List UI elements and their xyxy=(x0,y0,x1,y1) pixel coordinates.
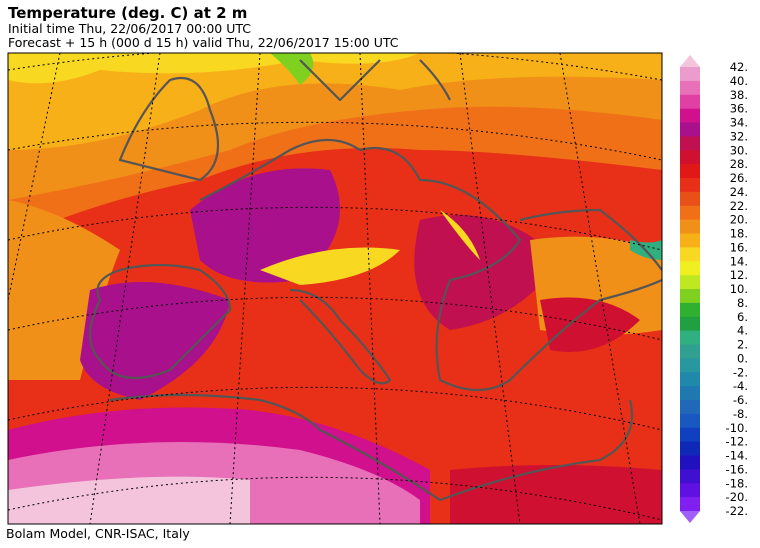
colorbar-swatch xyxy=(680,191,700,207)
colorbar-label: 16. xyxy=(730,240,748,254)
colorbar-arrow xyxy=(680,511,700,523)
colorbar-swatch xyxy=(680,136,700,151)
colorbar-swatch xyxy=(680,455,700,470)
colorbar-swatch xyxy=(680,289,700,304)
colorbar-label: -16. xyxy=(726,462,748,476)
colorbar-label: -6. xyxy=(733,393,748,407)
colorbar-label: 6. xyxy=(737,310,748,324)
colorbar-swatch xyxy=(680,302,700,318)
colorbar-swatch xyxy=(680,247,700,262)
colorbar-label: -10. xyxy=(726,421,748,435)
colorbar-swatch xyxy=(680,483,700,498)
colorbar-label: 34. xyxy=(730,116,748,130)
colorbar-label: 20. xyxy=(730,213,748,227)
colorbar-label: 18. xyxy=(730,227,748,241)
colorbar-swatch xyxy=(680,94,700,110)
colorbar-label: 42. xyxy=(730,60,748,74)
colorbar-swatch xyxy=(680,67,700,82)
colorbar-label: -14. xyxy=(726,449,748,463)
colorbar-label: 2. xyxy=(737,338,748,352)
colorbar-label: -8. xyxy=(733,407,748,421)
colorbar-label: 24. xyxy=(730,185,748,199)
colorbar-swatch xyxy=(680,469,700,484)
colorbar-swatch xyxy=(680,441,700,456)
colorbar-label: 12. xyxy=(730,268,748,282)
colorbar-swatch xyxy=(680,164,700,179)
colorbar-label: 4. xyxy=(737,324,748,338)
colorbar-swatch xyxy=(680,386,700,401)
title: Temperature (deg. C) at 2 m xyxy=(8,4,247,22)
colorbar-label: 14. xyxy=(730,254,748,268)
colorbar-label: 10. xyxy=(730,282,748,296)
colorbar: 42.40.38.36.34.32.30.28.26.24.22.20.18.1… xyxy=(680,55,748,523)
colorbar-label: -20. xyxy=(726,490,748,504)
colorbar-label: 32. xyxy=(730,129,748,143)
colorbar-swatch xyxy=(680,261,700,276)
colorbar-label: 40. xyxy=(730,74,748,88)
colorbar-label: -18. xyxy=(726,476,748,490)
colorbar-swatch xyxy=(680,178,700,193)
colorbar-swatch xyxy=(680,80,700,96)
colorbar-swatch xyxy=(680,316,700,332)
colorbar-arrow xyxy=(680,55,700,67)
colorbar-label: 0. xyxy=(737,351,748,365)
colorbar-label: 38. xyxy=(730,88,748,102)
colorbar-swatch xyxy=(680,400,700,415)
colorbar-swatch xyxy=(680,150,700,165)
colorbar-label: 36. xyxy=(730,102,748,116)
colorbar-swatch xyxy=(680,330,700,345)
colorbar-label: -22. xyxy=(726,504,748,518)
colorbar-swatch xyxy=(680,122,700,137)
colorbar-swatch xyxy=(680,427,700,443)
colorbar-swatch xyxy=(680,275,700,290)
colorbar-swatch xyxy=(680,108,700,123)
colorbar-swatch xyxy=(680,358,700,373)
colorbar-label: 22. xyxy=(730,199,748,213)
colorbar-swatch xyxy=(680,205,700,221)
initial-time: Initial time Thu, 22/06/2017 00:00 UTC xyxy=(8,21,251,36)
colorbar-swatch xyxy=(680,372,700,387)
colorbar-swatch xyxy=(680,497,700,512)
colorbar-label: 8. xyxy=(737,296,748,310)
colorbar-label: 28. xyxy=(730,157,748,171)
colorbar-label: 30. xyxy=(730,143,748,157)
colorbar-swatch xyxy=(680,219,700,234)
colorbar-swatch xyxy=(680,413,700,429)
colorbar-label: 26. xyxy=(730,171,748,185)
colorbar-swatch xyxy=(680,233,700,248)
colorbar-label: -12. xyxy=(726,435,748,449)
forecast-time: Forecast + 15 h (000 d 15 h) valid Thu, … xyxy=(8,35,399,50)
colorbar-label: -4. xyxy=(733,379,748,393)
map xyxy=(7,52,663,525)
footer: Bolam Model, CNR-ISAC, Italy xyxy=(6,526,190,541)
colorbar-swatch xyxy=(680,344,700,359)
colorbar-label: -2. xyxy=(733,365,748,379)
